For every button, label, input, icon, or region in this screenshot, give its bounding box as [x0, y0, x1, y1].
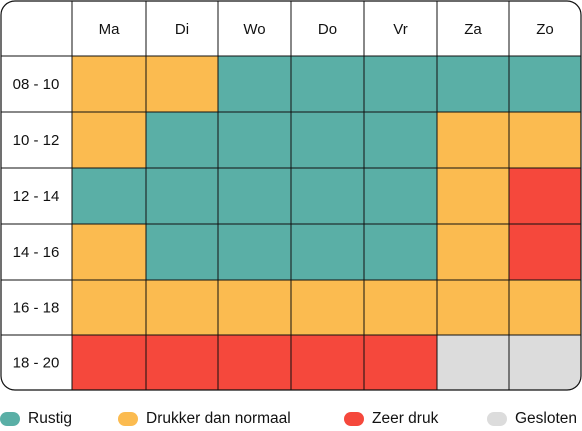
- column-label-di: Di: [175, 21, 189, 38]
- legend-item-gesloten: Gesloten: [487, 408, 577, 430]
- cell-10-12-wo: [218, 112, 291, 168]
- cell-12-14-ma: [72, 168, 146, 224]
- cell-16-18-za: [437, 280, 509, 335]
- cell-18-20-wo: [218, 335, 291, 390]
- cell-10-12-zo: [509, 112, 581, 168]
- cell-18-20-do: [291, 335, 364, 390]
- cell-10-12-do: [291, 112, 364, 168]
- cell-12-14-di: [146, 168, 218, 224]
- cell-10-12-vr: [364, 112, 437, 168]
- grid-border: [0, 0, 582, 391]
- legend-swatch-rustig: [0, 412, 20, 426]
- legend-item-zeer: Zeer druk: [344, 408, 438, 430]
- cell-16-18-di: [146, 280, 218, 335]
- cell-18-20-zo: [509, 335, 581, 390]
- row-label-16-18: 16 - 18: [13, 300, 60, 317]
- cell-18-20-di: [146, 335, 218, 390]
- cell-14-16-vr: [364, 224, 437, 280]
- cell-10-12-ma: [72, 112, 146, 168]
- legend-swatch-drukker: [118, 412, 138, 426]
- cell-08-10-zo: [509, 56, 581, 112]
- legend-label-rustig: Rustig: [28, 410, 72, 427]
- cell-16-18-zo: [509, 280, 581, 335]
- row-label-10-12: 10 - 12: [13, 132, 60, 149]
- column-label-zo: Zo: [536, 21, 554, 38]
- cell-08-10-ma: [72, 56, 146, 112]
- legend-label-drukker: Drukker dan normaal: [146, 410, 291, 427]
- cell-14-16-do: [291, 224, 364, 280]
- cell-14-16-wo: [218, 224, 291, 280]
- cell-14-16-zo: [509, 224, 581, 280]
- cell-10-12-za: [437, 112, 509, 168]
- cell-12-14-wo: [218, 168, 291, 224]
- cell-08-10-do: [291, 56, 364, 112]
- cell-08-10-za: [437, 56, 509, 112]
- column-label-ma: Ma: [99, 21, 120, 38]
- cell-16-18-wo: [218, 280, 291, 335]
- legend-item-drukker: Drukker dan normaal: [118, 408, 291, 430]
- cell-16-18-do: [291, 280, 364, 335]
- cell-10-12-di: [146, 112, 218, 168]
- cell-12-14-do: [291, 168, 364, 224]
- row-label-14-16: 14 - 16: [13, 244, 60, 261]
- cell-14-16-za: [437, 224, 509, 280]
- legend-swatch-zeer: [344, 412, 364, 426]
- cell-18-20-ma: [72, 335, 146, 390]
- column-label-za: Za: [464, 21, 482, 38]
- legend-swatch-gesloten: [487, 412, 507, 426]
- cell-18-20-vr: [364, 335, 437, 390]
- cell-12-14-zo: [509, 168, 581, 224]
- cell-08-10-wo: [218, 56, 291, 112]
- row-label-18-20: 18 - 20: [13, 355, 60, 372]
- cell-12-14-vr: [364, 168, 437, 224]
- occupancy-heatmap: Ma Di Wo Do Vr Za Zo 08 - 10 10 - 12 12 - 14 14 -…: [0, 0, 582, 391]
- column-label-vr: Vr: [393, 21, 407, 38]
- cell-14-16-di: [146, 224, 218, 280]
- cell-08-10-vr: [364, 56, 437, 112]
- legend-label-zeer: Zeer druk: [372, 410, 439, 427]
- cell-18-20-za: [437, 335, 509, 390]
- cell-12-14-za: [437, 168, 509, 224]
- row-label-12-14: 12 - 14: [13, 188, 60, 205]
- cell-16-18-vr: [364, 280, 437, 335]
- legend: Rustig Drukker dan normaal Zeer druk Geslot…: [0, 408, 582, 430]
- legend-label-gesloten: Gesloten: [515, 410, 578, 427]
- cell-16-18-ma: [72, 280, 146, 335]
- legend-item-rustig: Rustig: [0, 408, 72, 430]
- cell-08-10-di: [146, 56, 218, 112]
- cell-14-16-ma: [72, 224, 146, 280]
- row-label-08-10: 08 - 10: [13, 76, 60, 93]
- column-label-do: Do: [318, 21, 337, 38]
- column-label-wo: Wo: [243, 21, 265, 38]
